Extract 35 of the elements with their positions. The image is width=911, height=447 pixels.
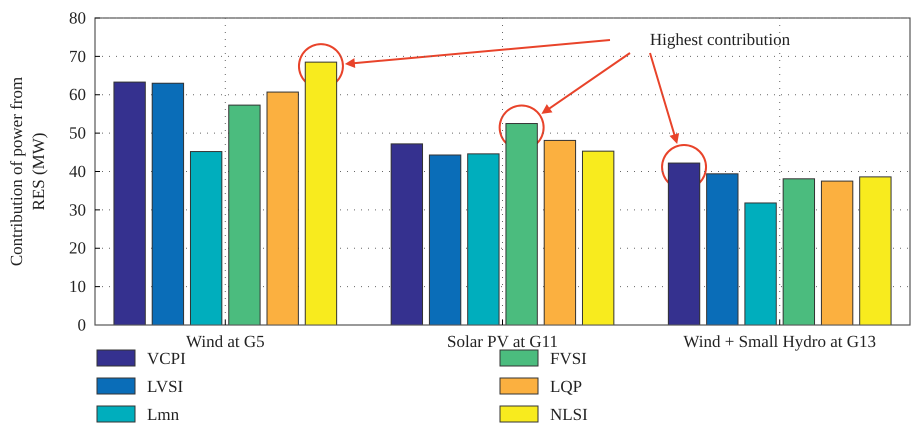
bar	[706, 173, 738, 326]
legend-label: LQP	[550, 377, 582, 396]
y-tick-label: 30	[69, 200, 86, 220]
bar	[113, 82, 146, 326]
legend-label: LVSI	[147, 377, 184, 396]
annotation: Highest contribution	[650, 30, 791, 49]
bar	[582, 150, 614, 326]
y-axis-title: Contribution of power from RES (MW)	[7, 76, 48, 266]
bar	[544, 140, 576, 326]
bar	[390, 143, 424, 326]
bar	[228, 104, 261, 326]
y-tick-label: 60	[69, 85, 86, 104]
bar	[190, 151, 222, 326]
bar	[266, 92, 299, 326]
bar	[428, 154, 462, 326]
y-tick-label: 10	[69, 277, 86, 296]
legend-label: VCPI	[147, 349, 186, 368]
legend-label: Lmn	[147, 405, 180, 424]
x-tick-label: Wind + Small Hydro at G13	[683, 332, 876, 352]
legend-label: FVSI	[550, 349, 588, 368]
x-tick-label: Solar PV at G11	[447, 332, 558, 352]
bar	[152, 82, 184, 326]
bar	[744, 202, 777, 326]
y-tick-label: 70	[69, 46, 86, 66]
x-tick-label: Wind at G5	[186, 332, 265, 352]
y-tick-label: 50	[69, 124, 86, 143]
y-tick-label: 0	[78, 315, 86, 334]
legend-label: NLSI	[550, 405, 588, 424]
bar	[859, 176, 892, 326]
bar	[782, 178, 816, 326]
bar	[467, 153, 500, 326]
y-tick-label: 20	[69, 238, 86, 258]
y-tick-label: 40	[69, 162, 86, 181]
y-tick-label: 80	[69, 8, 86, 28]
bar	[820, 180, 854, 326]
